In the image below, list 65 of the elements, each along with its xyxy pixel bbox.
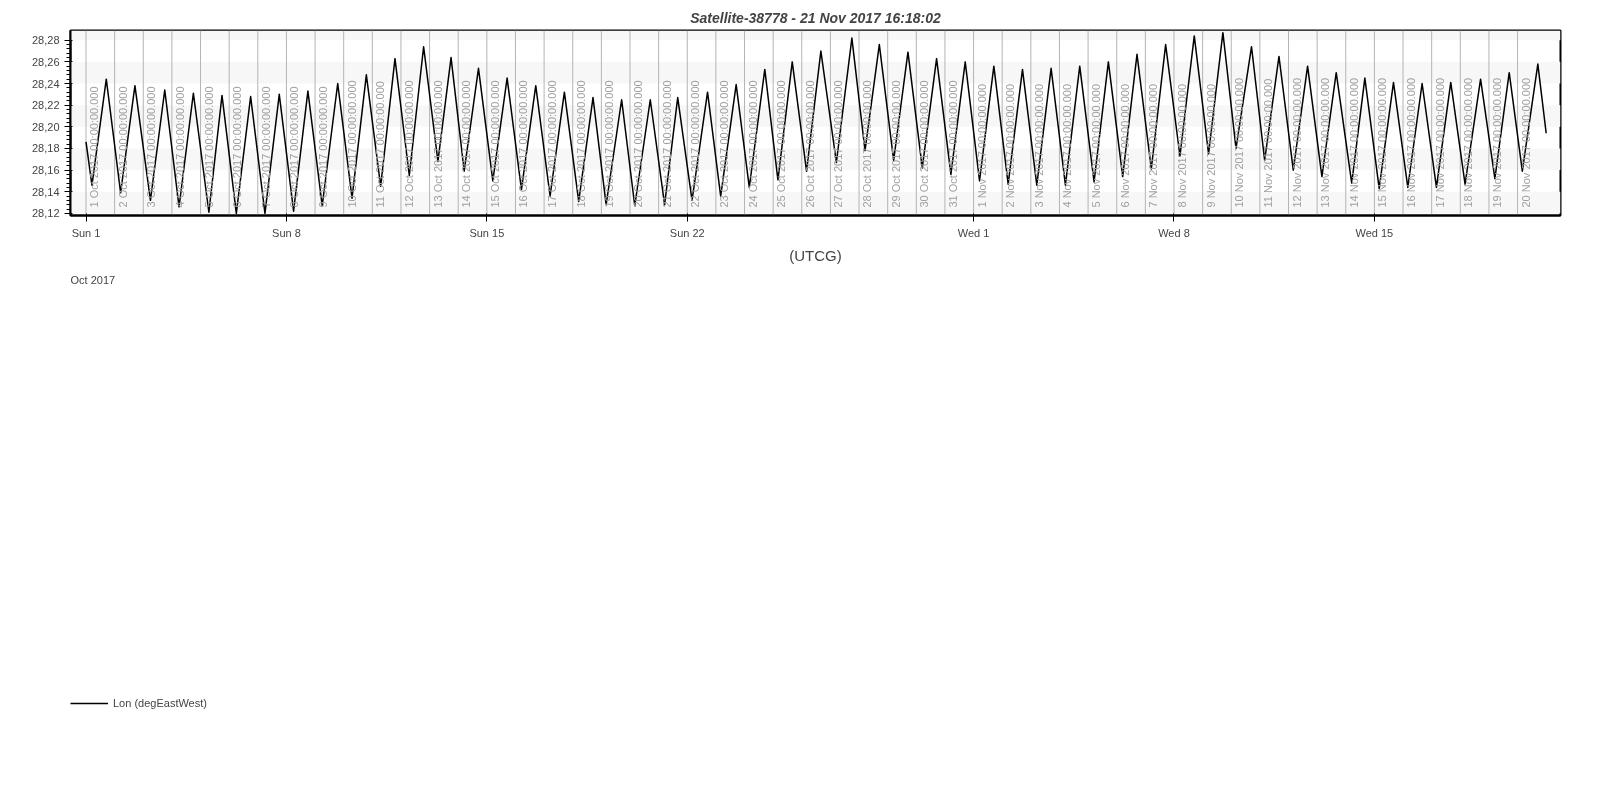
ref-line-label: 6 Nov 2017 00:00:00.000: [1118, 83, 1131, 208]
ref-line-label: 20 Oct 2017 00:00:00.000: [632, 80, 644, 208]
ref-line-label: 7 Nov 2017 00:00:00.000: [1147, 83, 1160, 208]
ref-line-label: 13 Nov 2017 00:00:00.000: [1319, 77, 1332, 208]
ref-line-label: 12 Oct 2017 00:00:00.000: [402, 80, 415, 208]
ref-line-label: 18 Oct 2017 00:00:00.000: [574, 80, 587, 208]
y-tick-label: 28,14: [31, 185, 60, 198]
ref-line-label: 13 Oct 2017 00:00:00.000: [431, 80, 444, 208]
ref-line-label: 26 Oct 2017 00:00:00.000: [803, 80, 816, 208]
ref-line-label: 16 Oct 2017 00:00:00.000: [517, 80, 530, 208]
x-tick-label: Sun 22: [669, 226, 705, 239]
x-tick-label: Wed 8: [1158, 226, 1190, 239]
y-tick-label: 28,22: [31, 99, 60, 112]
ref-line-label: 12 Nov 2017 00:00:00.000: [1290, 77, 1303, 208]
ref-line-label: 27 Oct 2017 00:00:00.000: [832, 80, 845, 208]
ref-line-label: 19 Oct 2017 00:00:00.000: [603, 80, 616, 208]
ref-line-label: 20 Nov 2017 00:00:00.000: [1519, 77, 1532, 208]
x-tick-label: Sun 1: [71, 226, 101, 239]
ref-line-label: 5 Oct 2017 00:00:00.000: [202, 86, 215, 208]
ref-line-label: 10 Nov 2017 00:00:00.000: [1233, 77, 1246, 208]
ref-line-label: 14 Oct 2017 00:00:00.000: [460, 80, 473, 208]
ref-line-label: 18 Nov 2017 00:00:00.000: [1462, 77, 1475, 208]
y-tick-label: 28,24: [31, 77, 60, 90]
ref-line-label: 29 Oct 2017 00:00:00.000: [889, 80, 902, 208]
y-tick-label: 28,26: [31, 55, 60, 68]
y-tick-label: 28,28: [31, 34, 60, 47]
y-tick-label: 28,12: [31, 207, 60, 220]
ref-line-label: 15 Nov 2017 00:00:00.000: [1376, 77, 1389, 208]
y-tick-label: 28,20: [31, 120, 60, 133]
ref-line-label: 24 Oct 2017 00:00:00.000: [746, 80, 759, 208]
y-tick-label: 28,16: [31, 164, 60, 177]
ref-line-label: 16 Nov 2017 00:00:00.000: [1405, 77, 1418, 208]
x-tick-label: Wed 1: [957, 226, 990, 239]
text: Oct 2017: [70, 273, 116, 286]
ref-line-label: 14 Nov 2017 00:00:00.000: [1347, 77, 1360, 208]
ref-line-label: 1 Nov 2017 00:00:00.000: [975, 83, 988, 208]
x-tick-label: Sun 15: [469, 226, 505, 239]
ref-line-label: 11 Nov 2017 00:00:00.000: [1261, 78, 1274, 208]
ref-line-label: 21 Oct 2017 00:00:00.000: [660, 80, 673, 208]
ref-line-label: 4 Nov 2017 00:00:00.000: [1061, 83, 1074, 208]
ref-line-label: 1 Oct 2017 00:00:00.000: [88, 86, 101, 208]
ref-line-label: 31 Oct 2017 00:00:00.000: [946, 80, 959, 208]
ref-line-label: 15 Oct 2017 00:00:00.000: [488, 80, 501, 208]
ref-line-label: 8 Nov 2017 00:00:00.000: [1175, 83, 1188, 208]
ref-line-label: 17 Nov 2017 00:00:00.000: [1433, 77, 1446, 208]
ref-line-label: 22 Oct 2017 00:00:00.000: [689, 80, 702, 208]
ref-line-label: 28 Oct 2017 00:00:00.000: [861, 80, 874, 208]
ref-line-label: 2 Oct 2017 00:00:00.000: [116, 86, 129, 208]
x-tick-label: Wed 15: [1355, 226, 1394, 239]
ref-line-label: 30 Oct 2017 00:00:00.000: [918, 80, 931, 208]
ref-line-label: 7 Oct 2017 00:00:00.000: [259, 86, 272, 208]
x-axis-title: (UTCG): [789, 246, 842, 264]
ref-line-label: 3 Oct 2017 00:00:00.000: [145, 86, 158, 208]
x-tick-label: Sun 8: [272, 226, 301, 239]
y-tick-label: 28,18: [31, 142, 60, 155]
ref-line-label: 4 Oct 2017 00:00:00.000: [173, 86, 186, 208]
ref-line-label: 19 Nov 2017 00:00:00.000: [1490, 77, 1503, 208]
ref-line-label: 25 Oct 2017 00:00:00.000: [775, 80, 788, 208]
ref-line-label: 3 Nov 2017 00:00:00.000: [1032, 83, 1045, 208]
ref-line-label: 9 Nov 2017 00:00:00.000: [1204, 83, 1217, 208]
ref-line-label: 23 Oct 2017 00:00:00.000: [717, 80, 730, 208]
ref-line-label: 10 Oct 2017 00:00:00.000: [345, 80, 358, 208]
legend-label: Lon (degEastWest): [113, 696, 207, 709]
chart-title: Satellite-38778 - 21 Nov 2017 16:18:02: [690, 9, 942, 26]
ref-line-label: 17 Oct 2017 00:00:00.000: [546, 80, 559, 208]
